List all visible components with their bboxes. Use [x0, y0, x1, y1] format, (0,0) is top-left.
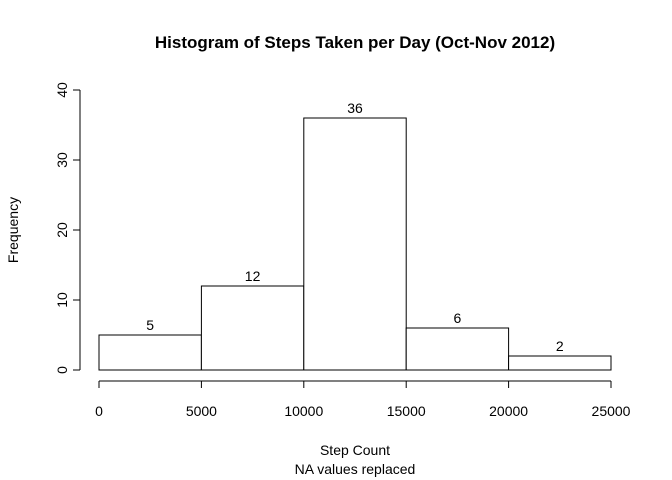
- histogram-bar: [98, 334, 202, 371]
- chart-title: Histogram of Steps Taken per Day (Oct-No…: [155, 33, 555, 52]
- x-axis-sublabel: NA values replaced: [295, 461, 416, 477]
- y-axis-label: Frequency: [5, 197, 21, 263]
- x-axis-label: Step Count: [320, 442, 390, 458]
- y-tick-label: 40: [54, 82, 70, 98]
- x-tick-label: 15000: [387, 403, 426, 419]
- histogram-bar: [200, 285, 305, 371]
- x-tick-label: 5000: [186, 403, 217, 419]
- bar-count-label: 5: [146, 317, 154, 333]
- bars-group: [98, 117, 612, 371]
- x-axis: 0 5000 10000 15000 20000 25000: [95, 380, 631, 419]
- y-tick-label: 30: [54, 152, 70, 168]
- bar-count-label: 6: [454, 310, 462, 326]
- y-tick-label: 0: [54, 366, 70, 374]
- bar-labels-group: 5 12 36 6 2: [146, 100, 564, 354]
- y-tick-label: 20: [54, 222, 70, 238]
- histogram-bar: [508, 355, 612, 371]
- bar-count-label: 2: [556, 338, 564, 354]
- x-tick-label: 10000: [284, 403, 323, 419]
- histogram-bar: [303, 117, 407, 371]
- y-axis: 0 10 20 30 40: [54, 82, 81, 374]
- x-tick-label: 20000: [489, 403, 528, 419]
- y-tick-label: 10: [54, 292, 70, 308]
- bar-count-label: 36: [347, 100, 363, 116]
- x-tick-label: 0: [95, 403, 103, 419]
- x-tick-label: 25000: [592, 403, 631, 419]
- bar-count-label: 12: [245, 268, 261, 284]
- histogram-bar: [405, 327, 510, 371]
